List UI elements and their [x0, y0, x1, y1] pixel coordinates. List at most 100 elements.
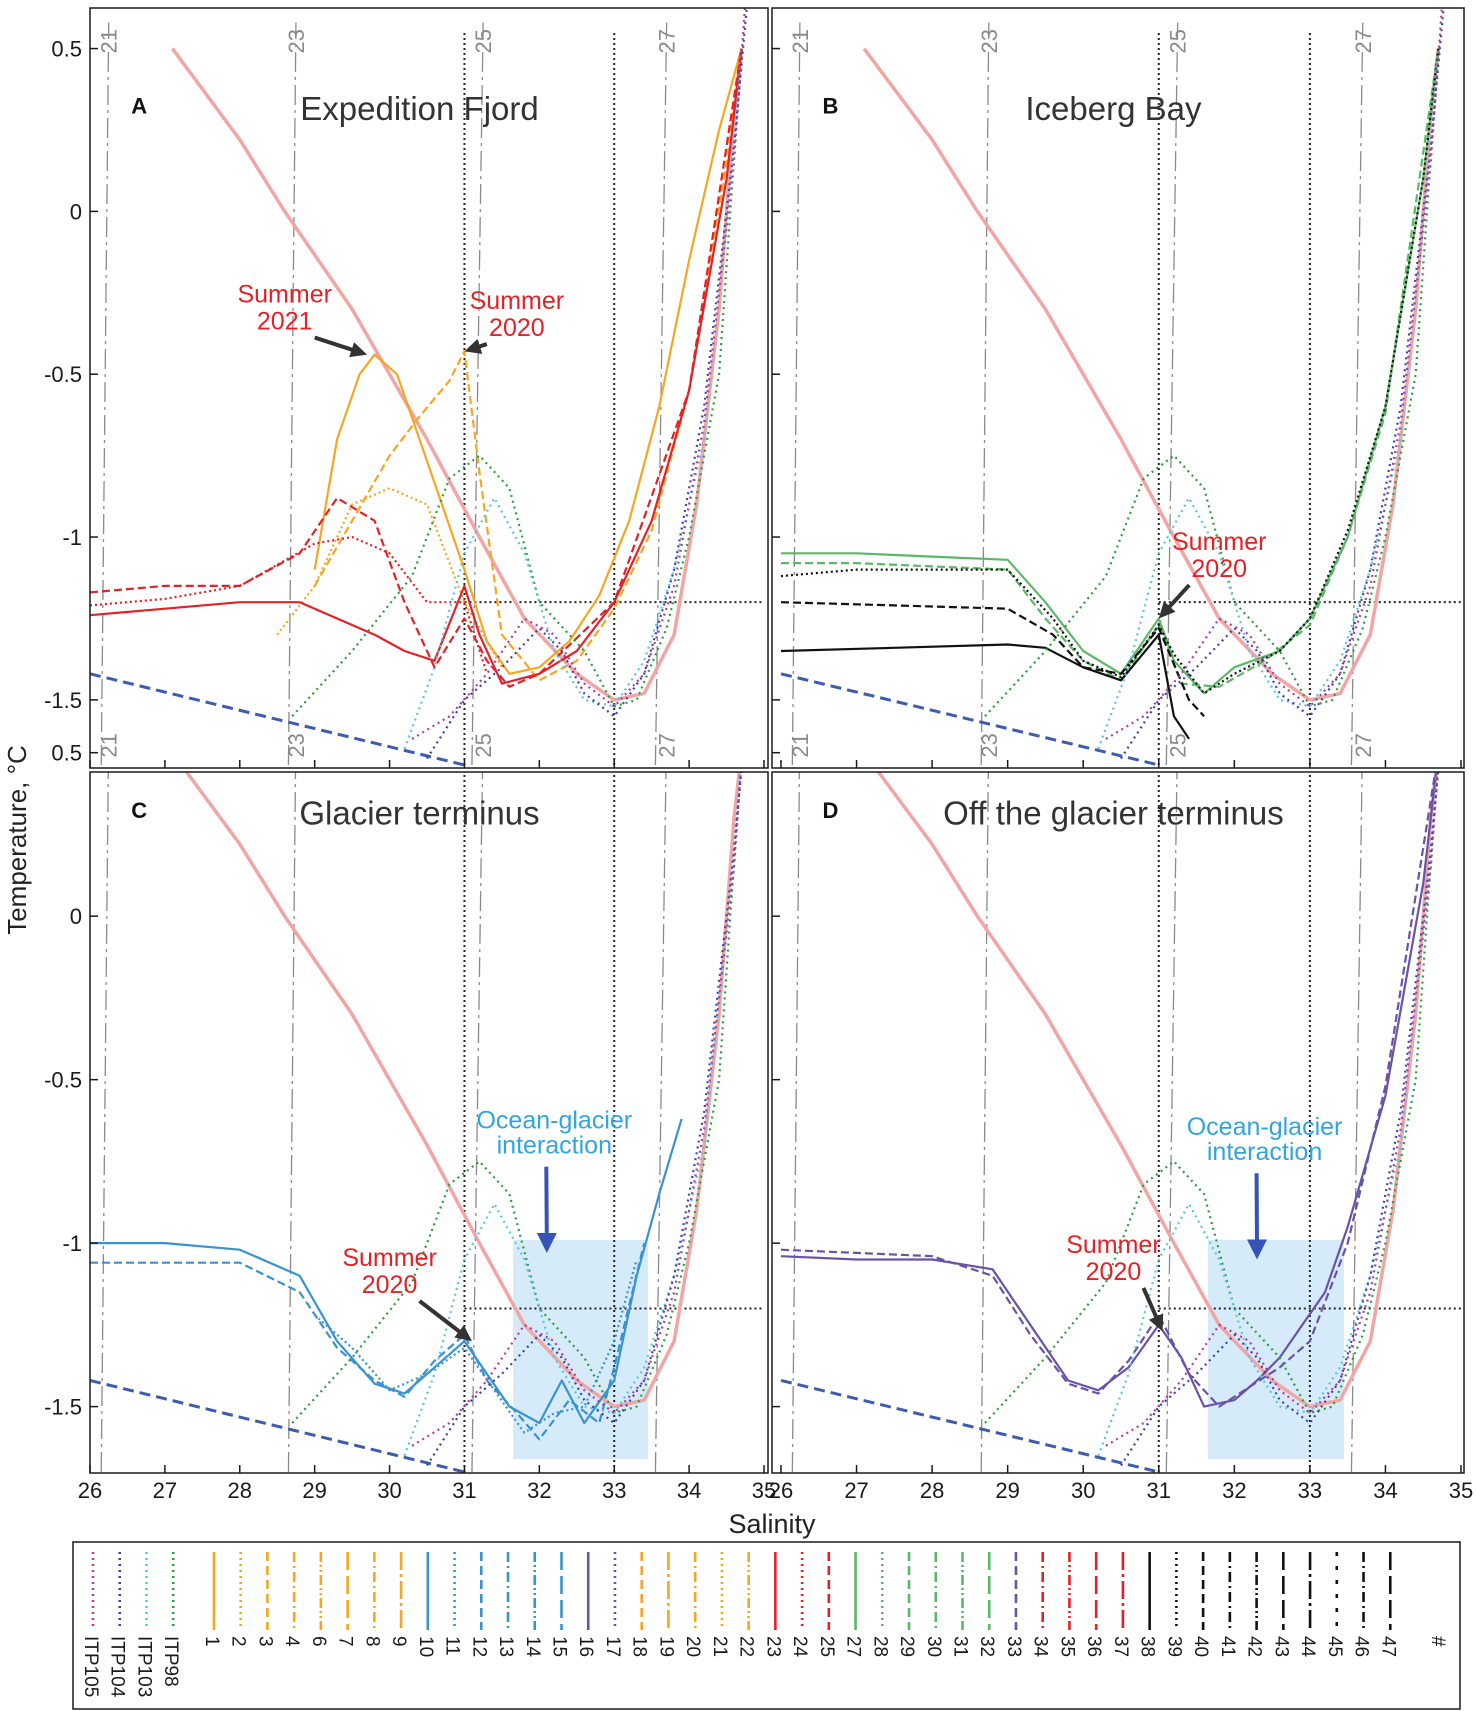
legend-label-21: 21: [709, 1636, 730, 1657]
annotation-line: Summer: [1066, 1231, 1160, 1259]
ocean-glacier-arrow-head: [1247, 1239, 1267, 1260]
series-line-B-7: [1120, 8, 1445, 760]
annotation-line: Summer: [470, 287, 564, 315]
annotation-summer-D-0: Summer 2020: [1066, 1231, 1160, 1286]
series-line-A-2: [276, 487, 503, 668]
ocean-glacier-arrow-shaft: [544, 1166, 549, 1239]
legend-label-34: 34: [1030, 1636, 1051, 1658]
isopycnal-label-27: 27: [1351, 29, 1376, 53]
series-line-A-9: [411, 8, 747, 740]
isopycnal-line-27: [654, 772, 667, 1473]
panel-A: 0.5 0 -0.5 -1 -1.5 21 23 25 27 A Expedition Fjord S…: [44, 7, 769, 769]
isopycnal-line-23: [287, 22, 297, 766]
legend-label-28: 28: [869, 1636, 890, 1657]
isopycnal-line-21: [100, 22, 110, 766]
legend-label-41: 41: [1217, 1636, 1238, 1657]
x-tick-label: 29: [302, 1478, 326, 1503]
legend-label-46: 46: [1351, 1636, 1372, 1657]
legend-label-18: 18: [629, 1636, 650, 1657]
isopycnal-line-21: [100, 772, 109, 1473]
annotation-arrow-head: [349, 342, 368, 358]
ocean-glacier-label-line2: interaction: [1207, 1138, 1322, 1166]
x-tick-label: 27: [153, 1478, 177, 1503]
x-tick-label: 34: [677, 1478, 701, 1503]
isopycnal-label-25: 25: [1166, 733, 1191, 757]
annotation-arrow-head: [1158, 601, 1176, 619]
isopycnal-label-23: 23: [284, 29, 309, 53]
isopycnal-line-27: [1350, 22, 1364, 766]
series-line-B-3: [780, 633, 1190, 740]
legend-label-4: 4: [281, 1636, 302, 1647]
legend-label-23: 23: [762, 1636, 783, 1657]
legend-label-33: 33: [1003, 1636, 1024, 1657]
legend-label-6: 6: [308, 1636, 329, 1647]
annotation-summer-B-0: Summer 2020: [1172, 528, 1266, 583]
annotation-line: 2020: [1191, 555, 1247, 583]
legend-label-3: 3: [254, 1636, 275, 1647]
series-line-A-6: [291, 48, 743, 717]
legend-label-24: 24: [789, 1636, 810, 1658]
x-tick-label: 28: [228, 1478, 252, 1503]
isopycnal-label-21: 21: [97, 733, 122, 757]
series-line-C-1: [90, 1242, 646, 1441]
panel-plot-area-C: [90, 772, 764, 1473]
legend-label-36: 36: [1083, 1636, 1104, 1657]
x-tick-label: 34: [1373, 1478, 1397, 1503]
legend-label-45: 45: [1324, 1636, 1345, 1657]
legend-symbol: #: [1427, 1636, 1448, 1647]
series-line-D-5: [1105, 772, 1439, 1447]
legend-label-13: 13: [495, 1636, 516, 1657]
legend-label-32: 32: [976, 1636, 997, 1657]
series-line-D-0: [780, 772, 1438, 1408]
legend-label-44: 44: [1297, 1636, 1318, 1658]
series-line-B-5: [984, 48, 1440, 717]
series-line-C-4: [403, 772, 742, 1457]
panel-label-B: B: [823, 94, 839, 119]
legend-label-2: 2: [228, 1636, 249, 1647]
panel-frame-D: [771, 771, 1465, 1474]
legend-label-16: 16: [575, 1636, 596, 1657]
x-tick-label: 32: [1222, 1478, 1246, 1503]
legend-label-19: 19: [655, 1636, 676, 1657]
legend-label-31: 31: [950, 1636, 971, 1657]
y-tick-label: -1: [62, 1231, 82, 1256]
legend-label-12: 12: [468, 1636, 489, 1657]
legend-label-30: 30: [923, 1636, 944, 1657]
isopycnal-label-27: 27: [655, 733, 680, 757]
x-tick-label: 35: [752, 1478, 776, 1503]
y-tick-label: 0.5: [51, 741, 82, 766]
panel-title-A: Expedition Fjord: [300, 90, 538, 127]
x-tick-label: 33: [602, 1478, 626, 1503]
panel-title-B: Iceberg Bay: [1025, 90, 1202, 127]
x-tick-label: 33: [1298, 1478, 1322, 1503]
isopycnal-label-21: 21: [97, 29, 122, 53]
y-tick-label: 0: [70, 904, 82, 929]
x-tick-label: 28: [920, 1478, 944, 1503]
legend-label-11: 11: [442, 1636, 463, 1656]
legend-label-8: 8: [361, 1636, 382, 1647]
annotation-arrow-head: [454, 1325, 472, 1342]
legend-label-37: 37: [1110, 1636, 1131, 1657]
ocean-glacier-region: [1207, 1239, 1344, 1459]
isopycnal-label-25: 25: [471, 29, 496, 53]
series-line-C-3: [291, 772, 742, 1424]
legend-label-ITP105: ITP105: [80, 1636, 101, 1697]
legend-label-40: 40: [1190, 1636, 1211, 1657]
x-tick-label: 26: [769, 1478, 793, 1503]
annotation-line: 2020: [1086, 1258, 1142, 1286]
isopycnal-label-27: 27: [1351, 733, 1376, 757]
reference-curve-pink: [876, 772, 1438, 1409]
annotation-arrow-head: [464, 338, 483, 354]
x-tick-label: 29: [995, 1478, 1019, 1503]
isopycnal-line-25: [471, 22, 484, 766]
series-line-B-8: [1105, 8, 1443, 740]
ocean-glacier-label-line1: Ocean-glacier: [476, 1107, 632, 1135]
annotation-summer-A-0: Summer 2021: [237, 281, 331, 336]
legend-label-29: 29: [896, 1636, 917, 1657]
legend-label-ITP104: ITP104: [107, 1636, 128, 1698]
annotation-summer-C-0: Summer 2020: [342, 1244, 436, 1299]
x-tick-label: 31: [1147, 1478, 1171, 1503]
isopycnal-line-23: [287, 772, 297, 1473]
isopycnal-label-25: 25: [1166, 29, 1191, 53]
x-tick-label: 35: [1449, 1478, 1473, 1503]
